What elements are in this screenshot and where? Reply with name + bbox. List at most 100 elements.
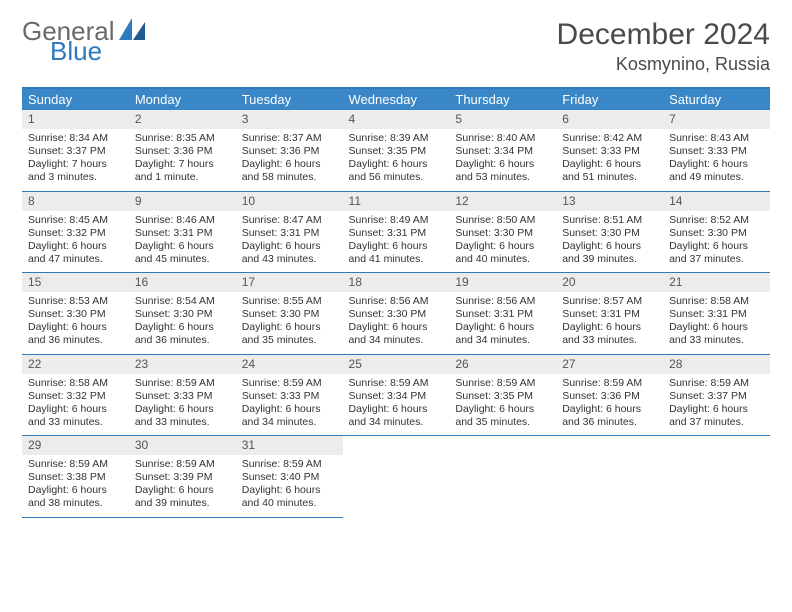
day-body: Sunrise: 8:47 AMSunset: 3:31 PMDaylight:… [236, 211, 343, 273]
calendar-week: 8Sunrise: 8:45 AMSunset: 3:32 PMDaylight… [22, 191, 770, 273]
sunrise-text: Sunrise: 8:56 AM [349, 295, 444, 308]
sunset-text: Sunset: 3:33 PM [669, 145, 764, 158]
calendar-cell: 24Sunrise: 8:59 AMSunset: 3:33 PMDayligh… [236, 354, 343, 436]
day-number: 8 [22, 192, 129, 211]
calendar-cell: 12Sunrise: 8:50 AMSunset: 3:30 PMDayligh… [449, 191, 556, 273]
day-number: 21 [663, 273, 770, 292]
day-body: Sunrise: 8:34 AMSunset: 3:37 PMDaylight:… [22, 129, 129, 191]
day-number: 31 [236, 436, 343, 455]
sunrise-text: Sunrise: 8:59 AM [135, 458, 230, 471]
sunset-text: Sunset: 3:37 PM [669, 390, 764, 403]
daylight-text: Daylight: 6 hours and 36 minutes. [135, 321, 230, 347]
daylight-text: Daylight: 6 hours and 41 minutes. [349, 240, 444, 266]
day-number: 2 [129, 110, 236, 129]
sunset-text: Sunset: 3:37 PM [28, 145, 123, 158]
sunrise-text: Sunrise: 8:59 AM [349, 377, 444, 390]
sunset-text: Sunset: 3:35 PM [455, 390, 550, 403]
day-number: 20 [556, 273, 663, 292]
sunrise-text: Sunrise: 8:49 AM [349, 214, 444, 227]
sunset-text: Sunset: 3:34 PM [455, 145, 550, 158]
sunrise-text: Sunrise: 8:54 AM [135, 295, 230, 308]
weekday-header-row: Sunday Monday Tuesday Wednesday Thursday… [22, 89, 770, 110]
sunset-text: Sunset: 3:39 PM [135, 471, 230, 484]
day-body: Sunrise: 8:50 AMSunset: 3:30 PMDaylight:… [449, 211, 556, 273]
daylight-text: Daylight: 6 hours and 34 minutes. [349, 403, 444, 429]
daylight-text: Daylight: 6 hours and 38 minutes. [28, 484, 123, 510]
sunrise-text: Sunrise: 8:37 AM [242, 132, 337, 145]
day-body: Sunrise: 8:52 AMSunset: 3:30 PMDaylight:… [663, 211, 770, 273]
calendar-cell: 4Sunrise: 8:39 AMSunset: 3:35 PMDaylight… [343, 110, 450, 191]
calendar-cell: 18Sunrise: 8:56 AMSunset: 3:30 PMDayligh… [343, 273, 450, 355]
daylight-text: Daylight: 6 hours and 35 minutes. [242, 321, 337, 347]
day-number: 25 [343, 355, 450, 374]
calendar-cell: 7Sunrise: 8:43 AMSunset: 3:33 PMDaylight… [663, 110, 770, 191]
sunrise-text: Sunrise: 8:55 AM [242, 295, 337, 308]
sunrise-text: Sunrise: 8:58 AM [669, 295, 764, 308]
calendar-cell: 2 Sunrise: 8:35 AMSunset: 3:36 PMDaylight… [129, 110, 236, 191]
day-number: 7 [663, 110, 770, 129]
calendar-cell: 27Sunrise: 8:59 AMSunset: 3:36 PMDayligh… [556, 354, 663, 436]
sunrise-text: Sunrise: 8:59 AM [135, 377, 230, 390]
day-body: Sunrise: 8:57 AMSunset: 3:31 PMDaylight:… [556, 292, 663, 354]
sunrise-text: Sunrise: 8:35 AM [135, 132, 230, 145]
day-body: Sunrise: 8:46 AMSunset: 3:31 PMDaylight:… [129, 211, 236, 273]
calendar-cell: 5Sunrise: 8:40 AMSunset: 3:34 PMDaylight… [449, 110, 556, 191]
calendar-cell: 23Sunrise: 8:59 AMSunset: 3:33 PMDayligh… [129, 354, 236, 436]
calendar-cell: 16Sunrise: 8:54 AMSunset: 3:30 PMDayligh… [129, 273, 236, 355]
weekday-header: Sunday [22, 89, 129, 110]
title-block: December 2024 Kosmynino, Russia [557, 18, 770, 75]
day-number: 1 [22, 110, 129, 129]
calendar-cell: 17Sunrise: 8:55 AMSunset: 3:30 PMDayligh… [236, 273, 343, 355]
day-number: 11 [343, 192, 450, 211]
daylight-text: Daylight: 6 hours and 45 minutes. [135, 240, 230, 266]
sunrise-text: Sunrise: 8:53 AM [28, 295, 123, 308]
calendar-week: 22Sunrise: 8:58 AMSunset: 3:32 PMDayligh… [22, 354, 770, 436]
calendar-cell: 19Sunrise: 8:56 AMSunset: 3:31 PMDayligh… [449, 273, 556, 355]
sunrise-text: Sunrise: 8:46 AM [135, 214, 230, 227]
sunrise-text: Sunrise: 8:52 AM [669, 214, 764, 227]
calendar-cell [449, 436, 556, 518]
sunset-text: Sunset: 3:33 PM [242, 390, 337, 403]
sunset-text: Sunset: 3:30 PM [669, 227, 764, 240]
daylight-text: Daylight: 6 hours and 35 minutes. [455, 403, 550, 429]
daylight-text: Daylight: 6 hours and 40 minutes. [455, 240, 550, 266]
daylight-text: Daylight: 6 hours and 37 minutes. [669, 403, 764, 429]
daylight-text: Daylight: 6 hours and 56 minutes. [349, 158, 444, 184]
day-body: Sunrise: 8:54 AMSunset: 3:30 PMDaylight:… [129, 292, 236, 354]
sunset-text: Sunset: 3:36 PM [135, 145, 230, 158]
day-number: 18 [343, 273, 450, 292]
day-number: 27 [556, 355, 663, 374]
calendar-cell [343, 436, 450, 518]
weekday-header: Thursday [449, 89, 556, 110]
day-body: Sunrise: 8:59 AMSunset: 3:35 PMDaylight:… [449, 374, 556, 436]
day-number: 12 [449, 192, 556, 211]
daylight-text: Daylight: 6 hours and 34 minutes. [349, 321, 444, 347]
day-number: 9 [129, 192, 236, 211]
day-body: Sunrise: 8:59 AMSunset: 3:37 PMDaylight:… [663, 374, 770, 436]
calendar-table: Sunday Monday Tuesday Wednesday Thursday… [22, 89, 770, 518]
day-number: 29 [22, 436, 129, 455]
day-number: 19 [449, 273, 556, 292]
sunrise-text: Sunrise: 8:45 AM [28, 214, 123, 227]
day-body: Sunrise: 8:42 AMSunset: 3:33 PMDaylight:… [556, 129, 663, 191]
calendar-cell: 13Sunrise: 8:51 AMSunset: 3:30 PMDayligh… [556, 191, 663, 273]
calendar-body: 1Sunrise: 8:34 AMSunset: 3:37 PMDaylight… [22, 110, 770, 517]
calendar-cell: 14Sunrise: 8:52 AMSunset: 3:30 PMDayligh… [663, 191, 770, 273]
sunrise-text: Sunrise: 8:59 AM [455, 377, 550, 390]
day-number: 17 [236, 273, 343, 292]
calendar-cell: 9Sunrise: 8:46 AMSunset: 3:31 PMDaylight… [129, 191, 236, 273]
sunrise-text: Sunrise: 8:39 AM [349, 132, 444, 145]
day-body: Sunrise: 8:59 AMSunset: 3:36 PMDaylight:… [556, 374, 663, 436]
calendar-cell: 28Sunrise: 8:59 AMSunset: 3:37 PMDayligh… [663, 354, 770, 436]
daylight-text: Daylight: 7 hours and 1 minute. [135, 158, 230, 184]
calendar-week: 1Sunrise: 8:34 AMSunset: 3:37 PMDaylight… [22, 110, 770, 191]
daylight-text: Daylight: 6 hours and 39 minutes. [135, 484, 230, 510]
calendar-cell: 20Sunrise: 8:57 AMSunset: 3:31 PMDayligh… [556, 273, 663, 355]
sunrise-text: Sunrise: 8:50 AM [455, 214, 550, 227]
header: General Blue December 2024 Kosmynino, Ru… [22, 18, 770, 75]
day-body: Sunrise: 8:59 AMSunset: 3:39 PMDaylight:… [129, 455, 236, 517]
calendar-week: 29Sunrise: 8:59 AMSunset: 3:38 PMDayligh… [22, 436, 770, 518]
daylight-text: Daylight: 6 hours and 37 minutes. [669, 240, 764, 266]
day-number: 3 [236, 110, 343, 129]
day-body: Sunrise: 8:59 AMSunset: 3:34 PMDaylight:… [343, 374, 450, 436]
